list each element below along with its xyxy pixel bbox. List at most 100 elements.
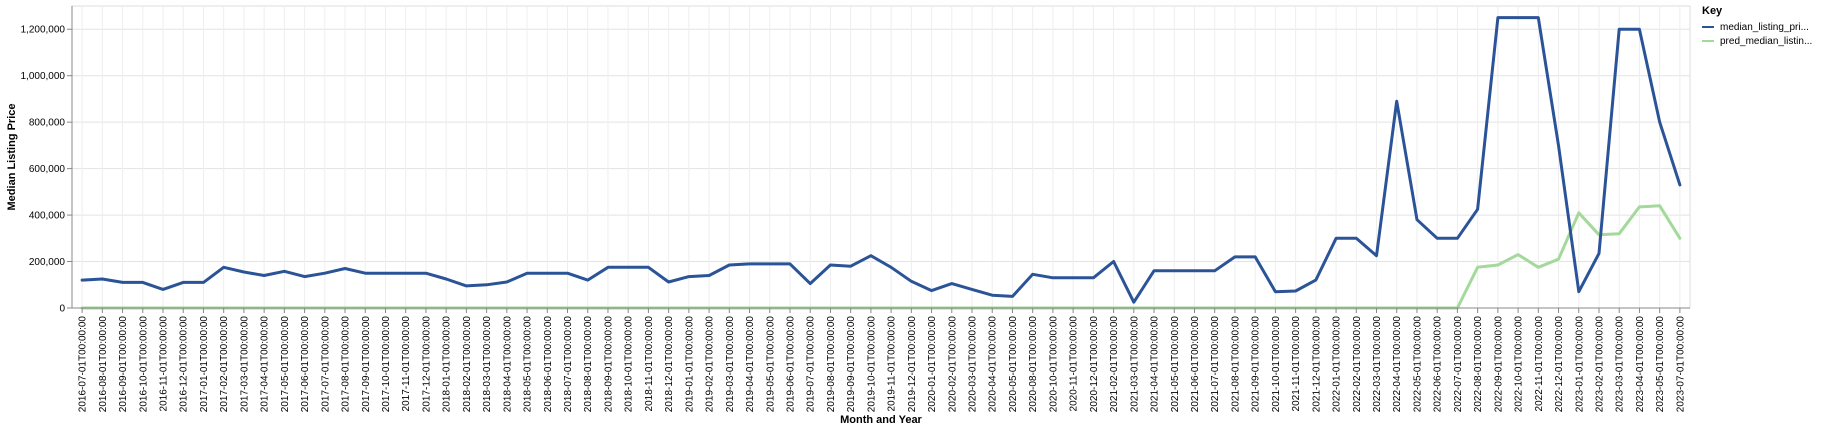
x-tick-label: 2018-11-01T00:00:00 (644, 316, 655, 412)
x-tick-label: 2017-03-01T00:00:00 (239, 316, 250, 413)
x-tick-label: 2019-05-01T00:00:00 (765, 316, 776, 413)
x-tick-label: 2016-08-01T00:00:00 (98, 316, 109, 413)
x-tick-label: 2019-10-01T00:00:00 (866, 316, 877, 413)
x-tick-label: 2022-04-01T00:00:00 (1392, 316, 1403, 413)
y-tick-label: 1,000,000 (21, 71, 66, 82)
x-tick-label: 2018-05-01T00:00:00 (523, 316, 534, 413)
x-axis-ticks: 2016-07-01T00:00:00 2016-08-01T00:00:00 20… (78, 308, 1686, 413)
x-tick-label: 2019-11-01T00:00:00 (887, 316, 898, 412)
x-tick-label: 2020-01-01T00:00:00 (927, 316, 938, 413)
x-tick-label: 2016-07-01T00:00:00 (78, 316, 89, 413)
x-tick-label: 2021-11-01T00:00:00 (1291, 316, 1302, 412)
series-line-2 (80, 204, 1682, 310)
x-tick-label: 2018-10-01T00:00:00 (624, 316, 635, 413)
x-tick-label: 2023-04-01T00:00:00 (1635, 316, 1646, 413)
x-tick-label: 2019-09-01T00:00:00 (846, 316, 857, 413)
x-tick-label: 2018-09-01T00:00:00 (603, 316, 614, 413)
x-tick-label: 2020-11-01T00:00:00 (1069, 316, 1080, 412)
x-tick-label: 2017-05-01T00:00:00 (280, 316, 291, 413)
x-tick-label: 2019-01-01T00:00:00 (684, 316, 695, 413)
x-tick-label: 2022-05-01T00:00:00 (1412, 316, 1423, 413)
x-tick-label: 2021-06-01T00:00:00 (1190, 316, 1201, 413)
x-tick-label: 2021-04-01T00:00:00 (1150, 316, 1161, 413)
legend-entry: median_listing_pri... (1720, 22, 1809, 33)
x-tick-label: 2019-08-01T00:00:00 (826, 316, 837, 413)
x-tick-label: 2018-12-01T00:00:00 (664, 316, 675, 413)
axes (71, 6, 1690, 309)
x-tick-label: 2023-02-01T00:00:00 (1594, 316, 1605, 413)
x-tick-label: 2019-04-01T00:00:00 (745, 316, 756, 413)
x-tick-label: 2018-01-01T00:00:00 (442, 316, 453, 413)
x-tick-label: 2020-08-01T00:00:00 (1028, 316, 1039, 413)
x-tick-label: 2022-02-01T00:00:00 (1352, 316, 1363, 413)
x-tick-label: 2023-01-01T00:00:00 (1574, 316, 1585, 413)
x-tick-label: 2018-02-01T00:00:00 (462, 316, 473, 413)
x-tick-label: 2017-08-01T00:00:00 (341, 316, 352, 413)
x-tick-label: 2017-09-01T00:00:00 (361, 316, 372, 413)
x-tick-label: 2017-12-01T00:00:00 (421, 316, 432, 413)
x-tick-label: 2022-07-01T00:00:00 (1453, 316, 1464, 413)
x-tick-label: 2016-10-01T00:00:00 (138, 316, 149, 413)
series-lines (80, 16, 1682, 310)
x-tick-label: 2021-02-01T00:00:00 (1109, 316, 1120, 413)
series-line-1 (80, 16, 1682, 304)
x-tick-label: 2021-03-01T00:00:00 (1129, 316, 1140, 413)
x-tick-label: 2020-04-01T00:00:00 (988, 316, 999, 413)
x-tick-label: 2021-08-01T00:00:00 (1230, 316, 1241, 413)
x-tick-label: 2017-02-01T00:00:00 (219, 316, 230, 413)
x-tick-label: 2017-04-01T00:00:00 (260, 316, 271, 413)
x-tick-label: 2022-06-01T00:00:00 (1433, 316, 1444, 413)
x-tick-label: 2019-07-01T00:00:00 (806, 316, 817, 413)
x-tick-label: 2022-01-01T00:00:00 (1332, 316, 1343, 413)
x-tick-label: 2023-05-01T00:00:00 (1655, 316, 1666, 413)
y-tick-label: 0 (59, 304, 65, 315)
y-tick-label: 800,000 (29, 118, 66, 129)
x-tick-label: 2021-05-01T00:00:00 (1170, 316, 1181, 413)
x-tick-label: 2020-05-01T00:00:00 (1008, 316, 1019, 413)
legend-entry: pred_median_listin... (1720, 36, 1812, 47)
x-tick-label: 2020-12-01T00:00:00 (1089, 316, 1100, 413)
x-tick-label: 2022-09-01T00:00:00 (1493, 316, 1504, 413)
y-axis-ticks: 0 200,000 400,000 600,000 800,000 1,000,000 1,… (21, 25, 72, 315)
y-tick-label: 200,000 (29, 257, 66, 268)
x-tick-label: 2022-08-01T00:00:00 (1473, 316, 1484, 413)
x-tick-label: 2018-06-01T00:00:00 (543, 316, 554, 413)
y-tick-label: 600,000 (29, 164, 66, 175)
x-tick-label: 2016-11-01T00:00:00 (159, 316, 170, 412)
legend-title: Key (1702, 5, 1723, 17)
x-tick-label: 2018-07-01T00:00:00 (563, 316, 574, 413)
gridlines (71, 5, 1691, 309)
x-tick-label: 2021-09-01T00:00:00 (1251, 316, 1262, 413)
x-tick-label: 2022-12-01T00:00:00 (1554, 316, 1565, 413)
x-tick-label: 2019-02-01T00:00:00 (705, 316, 716, 413)
x-tick-label: 2017-11-01T00:00:00 (401, 316, 412, 412)
x-tick-label: 2016-12-01T00:00:00 (179, 316, 190, 413)
y-tick-label: 1,200,000 (21, 25, 66, 36)
x-tick-label: 2023-03-01T00:00:00 (1615, 316, 1626, 413)
x-tick-label: 2022-11-01T00:00:00 (1534, 316, 1545, 412)
x-tick-label: 2017-06-01T00:00:00 (300, 316, 311, 413)
x-tick-label: 2022-10-01T00:00:00 (1514, 316, 1525, 413)
x-tick-label: 2017-07-01T00:00:00 (320, 316, 331, 413)
y-tick-label: 400,000 (29, 211, 66, 222)
x-tick-label: 2019-06-01T00:00:00 (785, 316, 796, 413)
x-tick-label: 2019-12-01T00:00:00 (907, 316, 918, 413)
x-tick-label: 2018-04-01T00:00:00 (502, 316, 513, 413)
x-tick-label: 2021-12-01T00:00:00 (1311, 316, 1322, 413)
x-tick-label: 2022-03-01T00:00:00 (1372, 316, 1383, 413)
x-tick-label: 2016-09-01T00:00:00 (118, 316, 129, 413)
x-tick-label: 2021-07-01T00:00:00 (1210, 316, 1221, 413)
x-axis-title: Month and Year (840, 414, 922, 426)
x-tick-label: 2023-07-01T00:00:00 (1675, 316, 1686, 413)
x-tick-label: 2020-10-01T00:00:00 (1048, 316, 1059, 413)
x-tick-label: 2021-10-01T00:00:00 (1271, 316, 1282, 413)
legend: Key median_listing_pri... pred_median_lis… (1702, 5, 1812, 47)
x-tick-label: 2018-03-01T00:00:00 (482, 316, 493, 413)
x-tick-label: 2020-02-01T00:00:00 (947, 316, 958, 413)
y-axis-title: Median Listing Price (6, 104, 18, 211)
x-tick-label: 2017-01-01T00:00:00 (199, 316, 210, 413)
x-tick-label: 2018-08-01T00:00:00 (583, 316, 594, 413)
x-tick-label: 2020-03-01T00:00:00 (968, 316, 979, 413)
x-tick-label: 2019-03-01T00:00:00 (725, 316, 736, 413)
